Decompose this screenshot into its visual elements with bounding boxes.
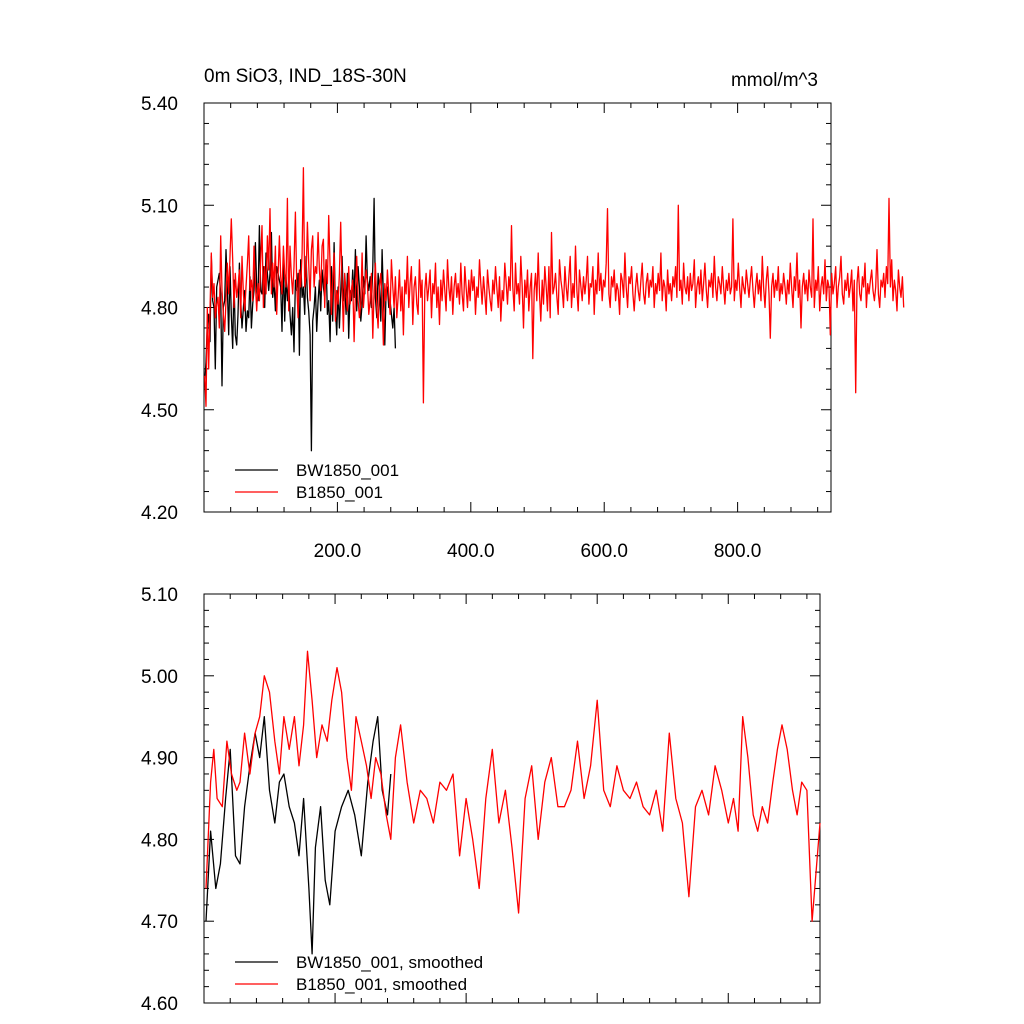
legend-label-2: B1850_001 (296, 483, 383, 502)
top-panel: 0m SiO3, IND_18S-30N mmol/m^3 4.20 4.50 4.… (141, 66, 905, 562)
y-tick-label: 5.00 (141, 667, 178, 688)
x-tick-label: 400.0 (447, 541, 495, 562)
chart-units-label: mmol/m^3 (731, 70, 818, 91)
y-tick-label: 5.10 (141, 585, 178, 606)
chart-title: 0m SiO3, IND_18S-30N (204, 66, 407, 87)
y-tick-label: 4.50 (141, 401, 178, 422)
legend-label-1: BW1850_001, smoothed (296, 953, 483, 972)
y-tick-label: 4.80 (141, 830, 178, 851)
y-tick-label: 4.20 (141, 503, 178, 524)
plot-frame (203, 593, 821, 1004)
series-line-1 (205, 716, 392, 955)
legend-label-2: B1850_001, smoothed (296, 975, 467, 994)
y-tick-label: 4.80 (141, 299, 178, 320)
y-tick-label: 4.70 (141, 912, 178, 933)
x-tick-label: 200.0 (314, 541, 362, 562)
x-tick-label: 600.0 (580, 541, 628, 562)
bottom-panel: 4.60 4.70 4.80 4.90 5.00 5.10 BW1850_001, smoo… (141, 585, 821, 1015)
series-line-2 (204, 167, 905, 407)
y-tick-label: 5.10 (141, 196, 178, 217)
series-line-1 (204, 197, 397, 452)
x-tick-label: 800.0 (714, 541, 762, 562)
legend-label-1: BW1850_001 (296, 461, 399, 480)
y-tick-label: 4.60 (141, 994, 178, 1015)
y-tick-label: 4.90 (141, 749, 178, 770)
series-line-2 (205, 650, 821, 922)
y-tick-label: 5.40 (141, 94, 178, 115)
